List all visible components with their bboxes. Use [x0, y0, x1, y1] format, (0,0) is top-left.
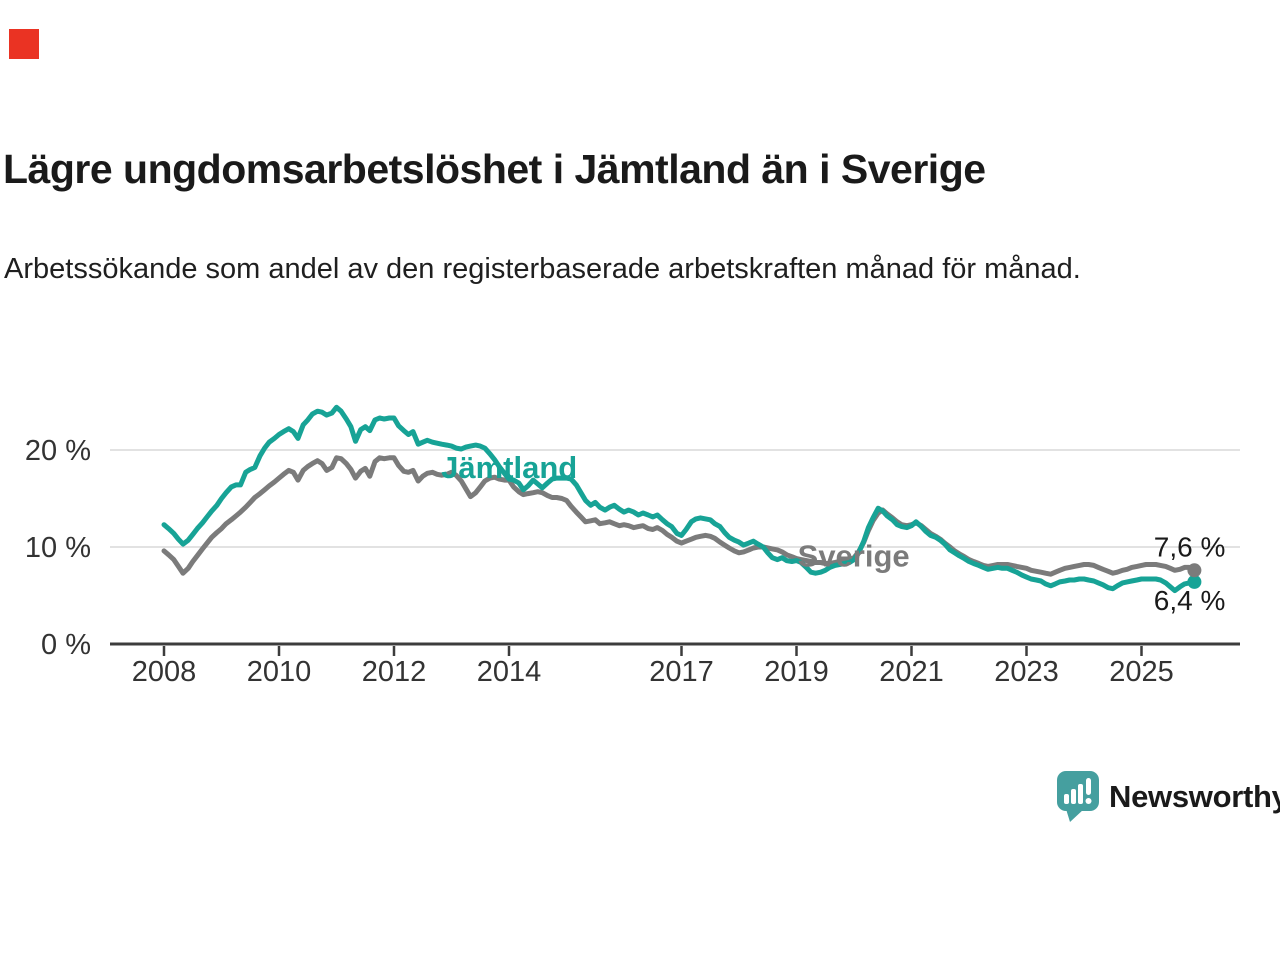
chart-axes: [110, 642, 1240, 656]
red-marker: [9, 29, 39, 59]
x-tick-label: 2023: [994, 656, 1059, 688]
x-tick-label: 2012: [362, 656, 427, 688]
x-tick-label: 2019: [764, 656, 829, 688]
y-tick-label: 0 %: [41, 629, 91, 661]
chart-gridlines: [110, 449, 1240, 548]
end-value-label-jämtland: 6,4 %: [1154, 585, 1226, 616]
x-tick-label: 2025: [1109, 656, 1174, 688]
chart-labels: 20 % 10 % 0 % 2008 2010 2012 2014 2017 2019 2021 2…: [25, 435, 1226, 688]
end-dot-sverige: [1187, 563, 1202, 578]
series-line-sverige: [161, 455, 1197, 577]
series-line-jämtland: [161, 404, 1197, 594]
series-name-label-jämtland: Jämtland: [441, 450, 577, 485]
x-tick-label: 2017: [649, 656, 714, 688]
x-tick-label: 2021: [879, 656, 944, 688]
y-tick-label: 10 %: [25, 532, 91, 564]
end-dot-jämtland: [1187, 574, 1202, 589]
newsworthy-logo: Newsworthy: [1056, 770, 1280, 823]
x-tick-label: 2014: [477, 656, 542, 688]
x-tick-label: 2008: [132, 656, 197, 688]
chart-subtitle: Arbetssökande som andel av den registerb…: [4, 253, 1081, 285]
page-title: Lägre ungdomsarbetslöshet i Jämtland än …: [3, 146, 986, 192]
end-value-label-sverige: 7,6 %: [1154, 531, 1226, 562]
x-tick-label: 2010: [247, 656, 312, 688]
y-tick-label: 20 %: [25, 435, 91, 467]
series-name-label-sverige: Sverige: [798, 538, 910, 573]
chart-series: [161, 404, 1202, 594]
speech-bubble-bar-chart-icon: [1057, 771, 1099, 822]
brand-name: Newsworthy: [1109, 778, 1280, 814]
